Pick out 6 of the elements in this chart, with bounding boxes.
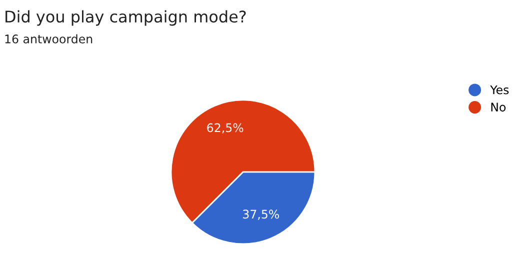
legend-label: Yes	[490, 85, 509, 94]
text: 16 antwoorden	[5, 34, 92, 44]
data-label: 37,5%	[243, 210, 279, 220]
chart-title: Did you play campaign mode?	[6, 10, 246, 26]
data-label: 62,5%	[207, 123, 244, 134]
legend-label: No	[491, 102, 506, 112]
